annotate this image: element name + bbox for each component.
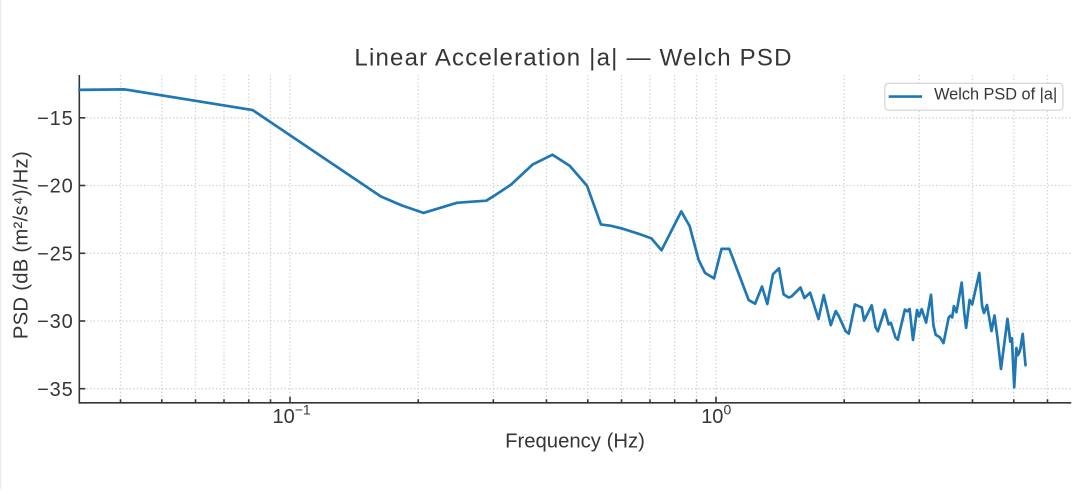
svg-text:−25: −25 xyxy=(37,243,73,265)
svg-text:Linear Acceleration |a| — Welc: Linear Acceleration |a| — Welch PSD xyxy=(354,45,792,72)
svg-text:10−1: 10−1 xyxy=(273,402,311,428)
svg-text:−30: −30 xyxy=(37,311,73,333)
svg-text:100: 100 xyxy=(701,402,731,428)
svg-text:−35: −35 xyxy=(37,379,73,401)
svg-text:Frequency (Hz): Frequency (Hz) xyxy=(505,431,645,453)
svg-text:PSD (dB (m²/s⁴)/Hz): PSD (dB (m²/s⁴)/Hz) xyxy=(11,151,33,339)
svg-text:−20: −20 xyxy=(37,176,73,198)
svg-text:−15: −15 xyxy=(37,108,73,130)
svg-text:Welch PSD of |a|: Welch PSD of |a| xyxy=(934,86,1057,104)
